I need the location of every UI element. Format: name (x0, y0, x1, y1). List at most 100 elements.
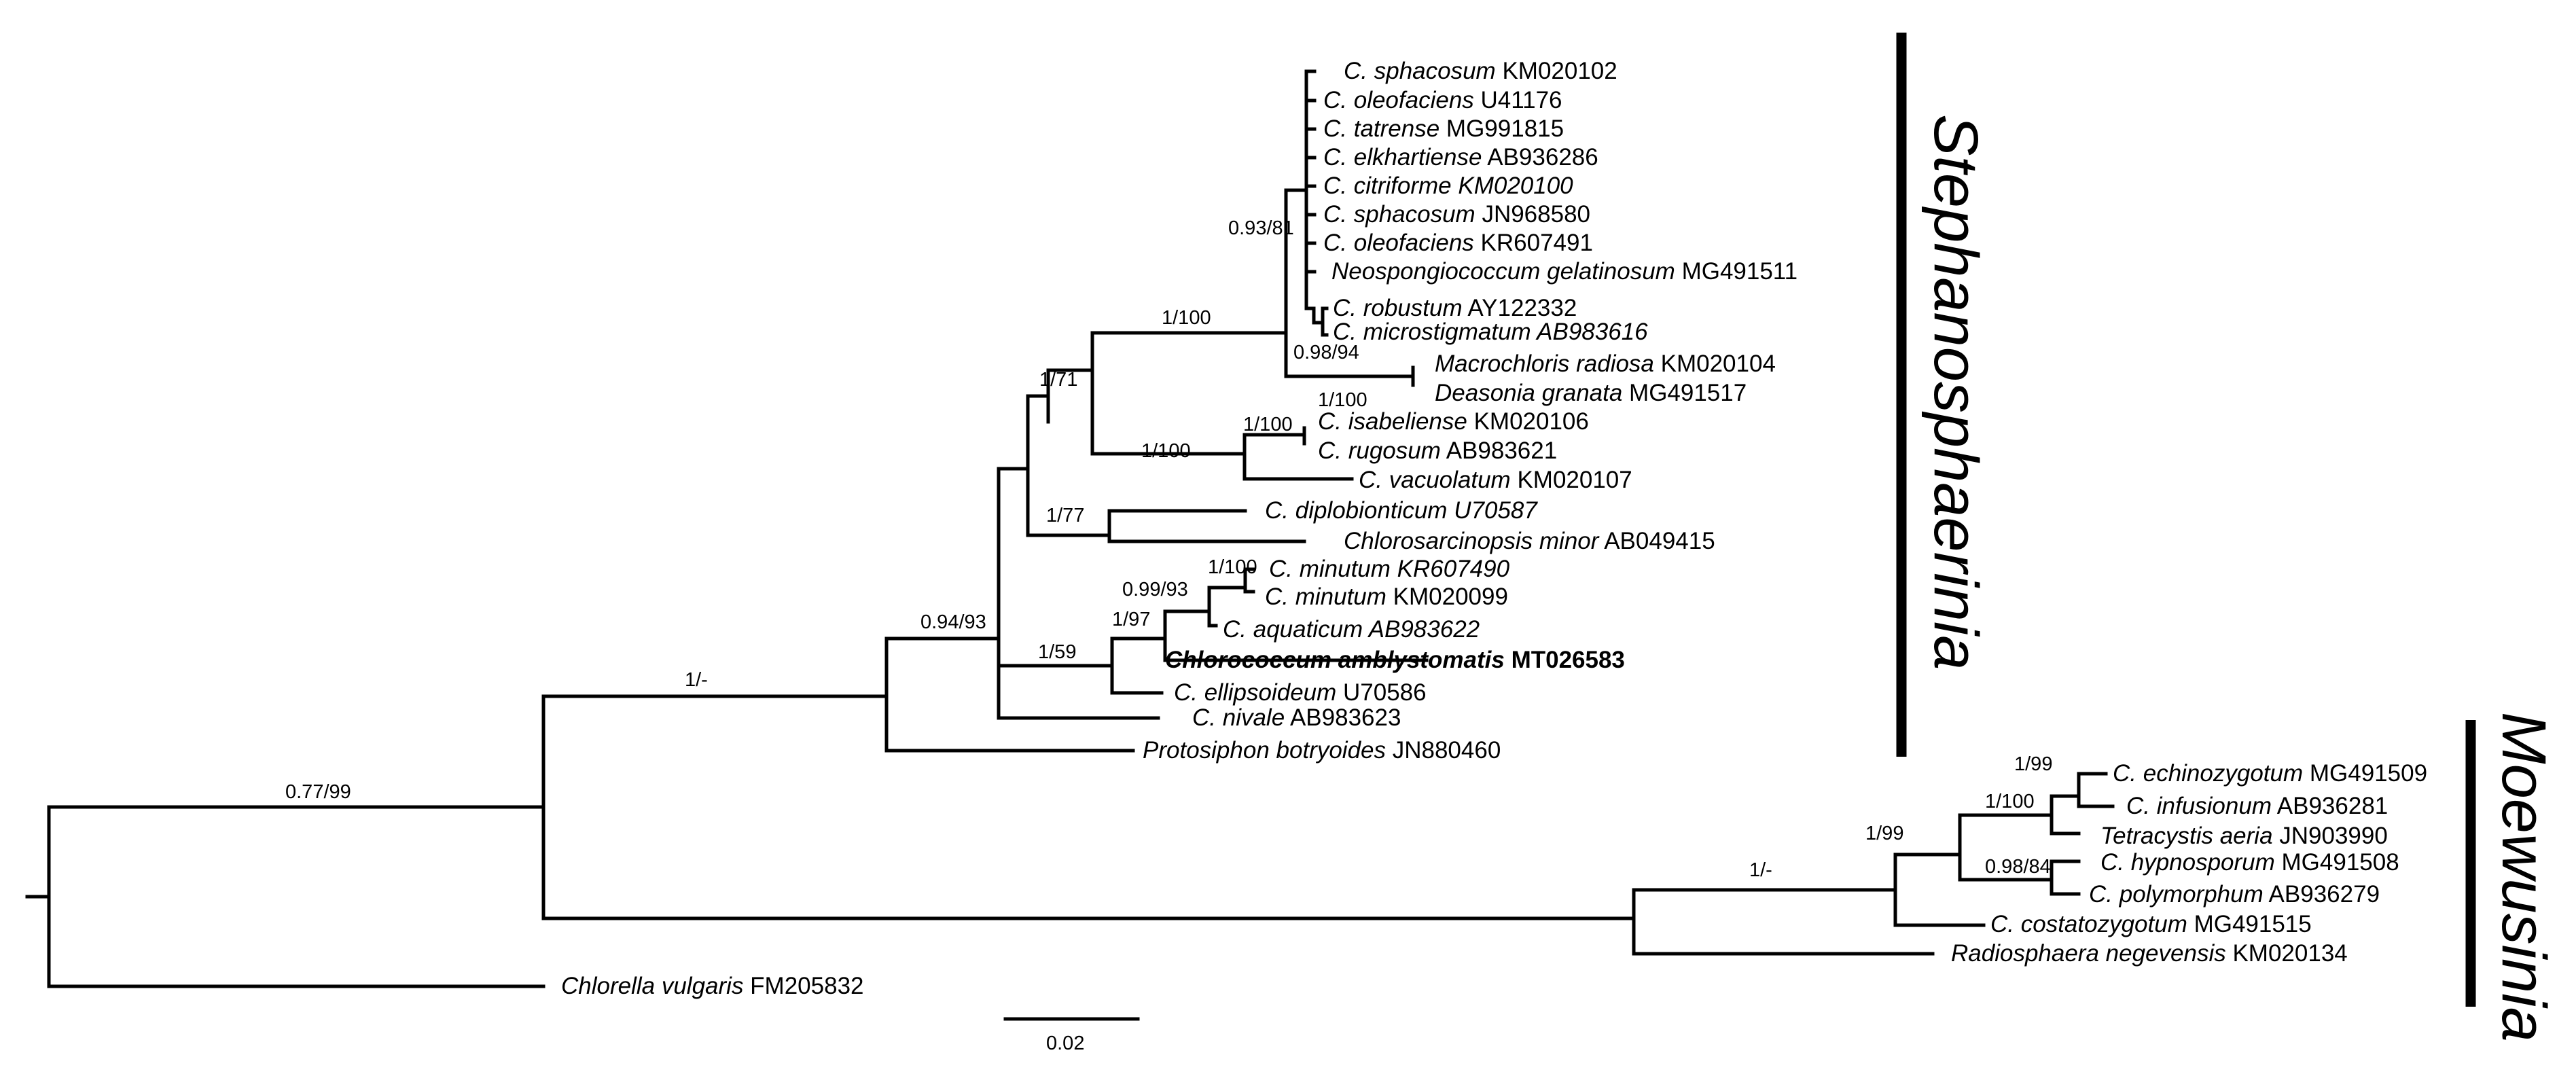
support-value: 0.98/84 (1985, 856, 2051, 878)
taxon-name: Deasonia granata (1435, 380, 1622, 406)
taxon-label: Chlorosarcinopsis minor AB049415 (1344, 528, 1715, 554)
accession-number: AB983616 (1531, 319, 1648, 345)
taxon-name: Radiosphaera negevensis (1951, 940, 2226, 967)
taxon-label: C. rugosum AB983621 (1318, 437, 1557, 464)
taxon-name: C. vacuolatum (1359, 467, 1511, 493)
support-value: 0.99/93 (1122, 579, 1188, 600)
taxon-name: Tetracystis aeria (2100, 823, 2273, 849)
taxon-name: C. nivale (1192, 704, 1285, 731)
taxon-label: C. sphacosum JN968580 (1323, 201, 1590, 228)
accession-number: MT026583 (1505, 647, 1625, 673)
taxon-name: Neospongiococcum gelatinosum (1331, 258, 1675, 285)
taxon-label: C. sphacosum KM020102 (1344, 58, 1617, 84)
taxon-label: C. nivale AB983623 (1192, 704, 1401, 731)
accession-number: AB983622 (1363, 616, 1480, 643)
accession-number: AY122332 (1463, 295, 1577, 321)
taxon-label: Protosiphon botryoides JN880460 (1143, 737, 1501, 764)
accession-number: KM020100 (1452, 173, 1574, 199)
taxon-label: C. aquaticum AB983622 (1223, 616, 1480, 643)
taxon-labels: C. sphacosum KM020102 C. oleofaciens U41… (561, 58, 2427, 999)
accession-number: FM205832 (743, 973, 863, 999)
taxon-label: C. vacuolatum KM020107 (1359, 467, 1632, 493)
taxon-name: C. elkhartiense (1323, 144, 1482, 171)
taxon-label: C. echinozygotum MG491509 (2113, 760, 2427, 787)
taxon-name: C. minutum (1265, 584, 1387, 610)
accession-number: MG491508 (2275, 849, 2399, 876)
tree-branches (25, 69, 2115, 988)
accession-number: JN903990 (2273, 823, 2388, 849)
taxon-name: C. tatrense (1323, 115, 1439, 142)
taxon-label: Chlorella vulgaris FM205832 (561, 973, 864, 999)
accession-number: U41176 (1474, 87, 1562, 113)
taxon-label: C. hypnosporum MG491508 (2100, 849, 2399, 876)
taxon-name: C. costatozygotum (1990, 911, 2187, 937)
taxon-name: C. echinozygotum (2113, 760, 2303, 787)
support-value: 1/100 (1141, 440, 1191, 462)
taxon-name: C. robustum (1333, 295, 1463, 321)
scale-bar: 0.02 (1003, 1017, 1140, 1054)
taxon-name: C. oleofaciens (1323, 87, 1474, 113)
support-value: 0.77/99 (285, 781, 351, 803)
support-value: 1/100 (1162, 307, 1211, 329)
taxon-label: C. isabeliense KM020106 (1318, 408, 1589, 435)
accession-number: KM020107 (1511, 467, 1632, 493)
support-value: 1/59 (1038, 641, 1076, 663)
taxon-name: C. aquaticum (1223, 616, 1363, 643)
accession-number: MG491515 (2187, 911, 2312, 937)
clade-moewusinia: Moewusinia (2465, 712, 2558, 1042)
support-value: 1/- (685, 669, 708, 691)
taxon-name: Chlorococcum amblystomatis (1165, 647, 1505, 673)
accession-number: KM020104 (1654, 351, 1776, 377)
accession-number: MG491517 (1622, 380, 1747, 406)
clade-label: Moewusinia (2489, 712, 2558, 1042)
taxon-label: C. robustum AY122332 (1333, 295, 1577, 321)
accession-number: U70587 (1447, 497, 1538, 524)
accession-number: AB049415 (1598, 528, 1715, 554)
taxon-label: Radiosphaera negevensis KM020134 (1951, 940, 2348, 967)
accession-number: MG991815 (1439, 115, 1564, 142)
taxon-name: C. citriforme (1323, 173, 1452, 199)
taxon-name: C. rugosum (1318, 437, 1441, 464)
taxon-label: Deasonia granata MG491517 (1435, 380, 1747, 406)
taxon-label: Tetracystis aeria JN903990 (2100, 823, 2388, 849)
taxon-name: C. isabeliense (1318, 408, 1467, 435)
scale-bar-label: 0.02 (1046, 1033, 1084, 1054)
accession-number: AB936286 (1482, 144, 1598, 171)
taxon-name: Protosiphon botryoides (1143, 737, 1386, 764)
taxon-label: Chlorococcum amblystomatis MT026583 (1165, 647, 1625, 673)
taxon-label: C. polymorphum AB936279 (2089, 881, 2380, 908)
support-value: 0.94/93 (920, 611, 986, 633)
accession-number: KR607490 (1391, 556, 1510, 582)
support-value: 0.98/94 (1293, 342, 1359, 363)
accession-number: AB936279 (2264, 881, 2380, 908)
accession-number: AB936281 (2272, 793, 2388, 819)
taxon-name: Macrochloris radiosa (1435, 351, 1654, 377)
accession-number: JN968580 (1475, 201, 1590, 228)
taxon-label: C. oleofaciens U41176 (1323, 87, 1562, 113)
accession-number: U70586 (1336, 679, 1426, 706)
taxon-label: C. oleofaciens KR607491 (1323, 230, 1593, 256)
accession-number: KM020134 (2226, 940, 2348, 967)
taxon-label: Macrochloris radiosa KM020104 (1435, 351, 1776, 377)
support-value: 1/100 (1243, 414, 1293, 435)
accession-number: AB983623 (1285, 704, 1401, 731)
support-value: 1/- (1749, 859, 1772, 881)
taxon-label: C. citriforme KM020100 (1323, 173, 1573, 199)
clade-label: Stephanosphaerinia (1921, 114, 1990, 670)
support-value: 1/99 (1865, 823, 1903, 844)
taxon-name: C. oleofaciens (1323, 230, 1474, 256)
taxon-label: C. ellipsoideum U70586 (1174, 679, 1427, 706)
taxon-label: Neospongiococcum gelatinosum MG491511 (1331, 258, 1797, 285)
accession-number: KM020102 (1496, 58, 1617, 84)
taxon-name: Chlorosarcinopsis minor (1344, 528, 1600, 554)
clade-stephanosphaerinia: Stephanosphaerinia (1896, 33, 1990, 757)
support-value: 1/77 (1046, 505, 1084, 526)
taxon-label: C. elkhartiense AB936286 (1323, 144, 1598, 171)
support-value: 1/99 (2014, 753, 2052, 775)
taxon-name: C. diplobionticum (1265, 497, 1447, 524)
accession-number: AB983621 (1441, 437, 1557, 464)
support-value: 1/71 (1039, 369, 1077, 391)
accession-number: MG491509 (2303, 760, 2427, 787)
taxon-label: C. diplobionticum U70587 (1265, 497, 1538, 524)
